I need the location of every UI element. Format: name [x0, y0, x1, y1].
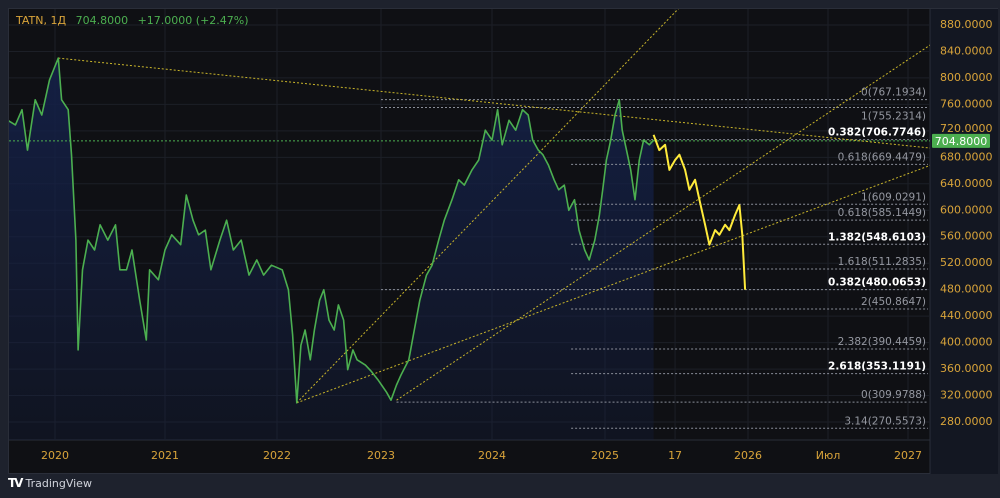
- fib-level-label: 1.618(511.2835): [838, 256, 926, 268]
- y-tick-label: 360.0000: [940, 362, 993, 375]
- fib-level-label: 0(309.9788): [861, 389, 926, 401]
- x-tick-label: 17: [668, 449, 682, 462]
- y-tick-label: 640.0000: [940, 177, 993, 190]
- y-tick-label: 440.0000: [940, 309, 993, 322]
- plot-area: [9, 9, 930, 440]
- y-tick-label: 800.0000: [940, 71, 993, 84]
- y-tick-label: 880.0000: [940, 18, 993, 31]
- x-tick-label: 2027: [894, 449, 922, 462]
- fib-level-label: 0.618(585.1449): [838, 207, 926, 219]
- x-tick-label: 2022: [263, 449, 291, 462]
- brand-name: TradingView: [25, 476, 92, 490]
- fib-level-label: 0.618(669.4479): [838, 151, 926, 163]
- fib-level-label: 1.382(548.6103): [828, 231, 926, 243]
- last-price-badge: [932, 133, 990, 148]
- fib-level-label: 1(609.0291): [861, 191, 926, 203]
- x-tick-label: 2021: [151, 449, 179, 462]
- x-tick-label: 2023: [367, 449, 395, 462]
- y-tick-label: 840.0000: [940, 44, 993, 57]
- y-tick-label: 560.0000: [940, 230, 993, 243]
- fib-level-label: 2.382(390.4459): [838, 336, 926, 348]
- x-tick-label: 2026: [734, 449, 762, 462]
- tradingview-logo-icon: TV: [8, 476, 24, 490]
- fib-level-label: 2(450.8647): [861, 296, 926, 308]
- projection-line: [652, 134, 747, 290]
- last-price: 704.8000: [75, 14, 129, 27]
- symbol-name[interactable]: TATN, 1Д: [16, 14, 67, 27]
- tradingview-logo[interactable]: TV TradingView: [8, 476, 92, 490]
- y-tick-label: 680.0000: [940, 150, 993, 163]
- y-tick-label: 520.0000: [940, 256, 993, 269]
- x-tick-label: 2025: [591, 449, 619, 462]
- fib-level-label: 1(755.2314): [861, 111, 926, 123]
- x-tick-label: Июл: [816, 449, 841, 462]
- fib-level-label: 0.382(706.7746): [828, 127, 926, 139]
- fib-level-label: 3.14(270.5573): [844, 415, 926, 427]
- last-price-badge-label: 704.8000: [935, 135, 988, 148]
- y-tick-label: 760.0000: [940, 97, 993, 110]
- symbol-legend: TATN, 1Д 704.8000 +17.0000 (+2.47%): [16, 14, 249, 27]
- fib-level-label: 0(767.1934): [861, 87, 926, 99]
- fib-level-label: 0.382(480.0653): [828, 277, 926, 289]
- price-line: [9, 57, 655, 404]
- y-tick-label: 280.0000: [940, 415, 993, 428]
- x-tick-label: 2020: [41, 449, 69, 462]
- fib-level-label: 2.618(353.1191): [828, 361, 926, 373]
- trendline: [296, 164, 930, 404]
- y-tick-label: 480.0000: [940, 283, 993, 296]
- price-change: +17.0000 (+2.47%): [137, 14, 249, 27]
- price-area-fill: [9, 58, 654, 440]
- price-axis: [930, 9, 998, 474]
- y-tick-label: 600.0000: [940, 203, 993, 216]
- y-tick-label: 320.0000: [940, 389, 993, 402]
- trendline: [396, 44, 930, 401]
- x-tick-label: 2024: [478, 449, 506, 462]
- y-tick-label: 400.0000: [940, 336, 993, 349]
- y-tick-label: 720.0000: [940, 122, 993, 135]
